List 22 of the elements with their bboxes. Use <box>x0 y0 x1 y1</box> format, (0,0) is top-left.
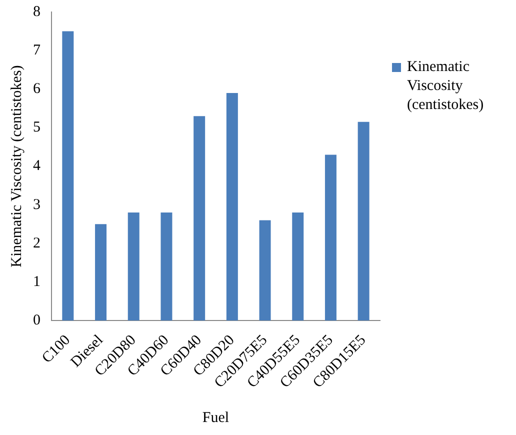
y-tick-label: 7 <box>33 42 41 59</box>
y-tick-label: 8 <box>33 4 40 20</box>
y-axis-title: Kinematic Viscosity (centistokes) <box>8 65 25 268</box>
legend-label: Kinematic Viscosity (centistokes) <box>407 58 485 115</box>
bar <box>62 31 74 321</box>
bar <box>226 92 238 321</box>
y-tick-label: 2 <box>33 235 40 252</box>
bar <box>259 220 271 321</box>
y-tick-label: 3 <box>33 196 40 213</box>
y-tick-label: 6 <box>33 81 41 98</box>
y-tick-label: 5 <box>33 120 40 136</box>
bar <box>160 212 172 321</box>
bar <box>358 122 370 321</box>
x-axis-title: Fuel <box>202 410 230 426</box>
bar <box>128 212 140 321</box>
y-tick-label: 0 <box>33 312 40 328</box>
y-tick-label: 4 <box>33 158 41 174</box>
bar <box>292 212 304 321</box>
bar <box>95 224 107 321</box>
bar <box>194 116 206 321</box>
y-tick-label: 1 <box>33 274 40 290</box>
bar <box>324 154 336 321</box>
